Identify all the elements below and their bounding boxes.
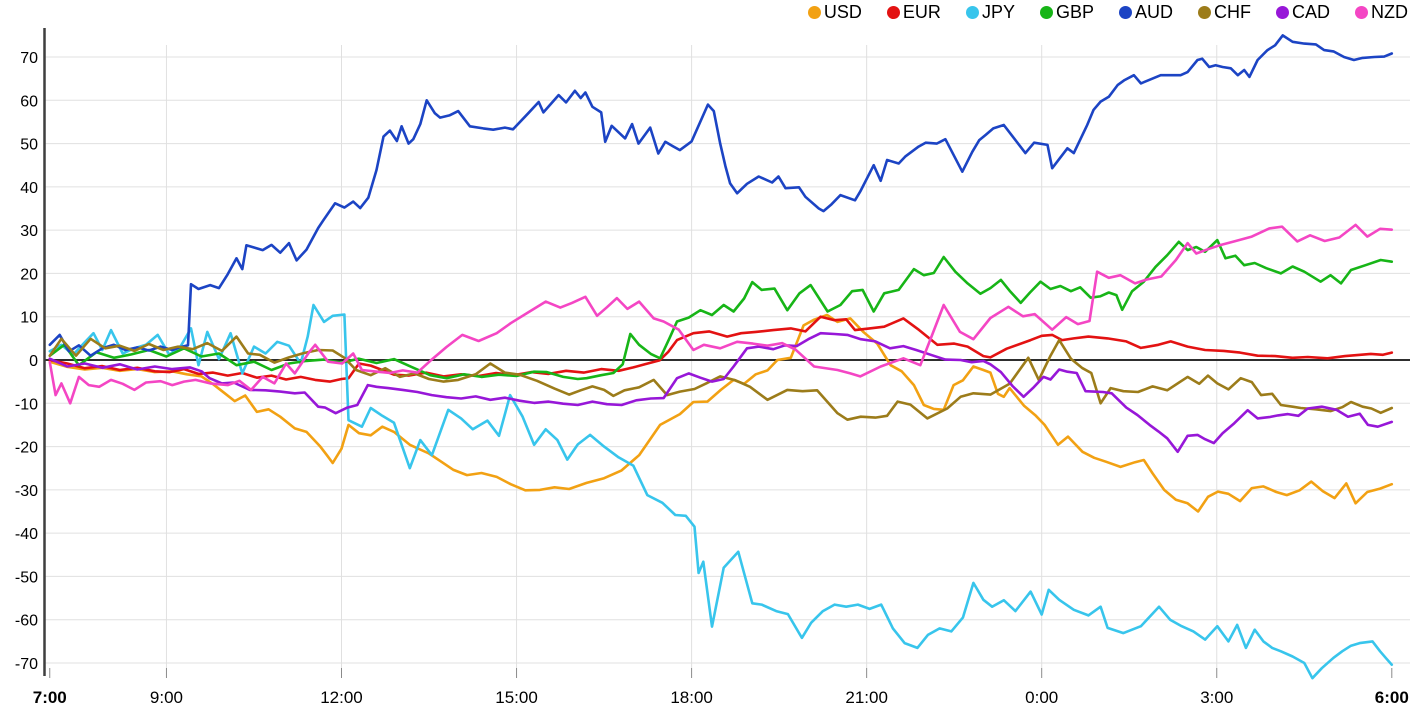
y-tick-label: 30 — [20, 223, 38, 240]
x-tick-label: 9:00 — [150, 688, 183, 707]
y-tick-label: 10 — [20, 310, 38, 327]
legend-label: AUD — [1134, 2, 1173, 22]
legend-label: JPY — [981, 2, 1015, 22]
legend-label: CAD — [1291, 2, 1330, 22]
legend-label: CHF — [1213, 2, 1251, 22]
legend-item-CAD[interactable]: CAD — [1275, 2, 1330, 22]
series-line-CAD — [48, 331, 1394, 454]
y-tick-label: 60 — [20, 93, 38, 110]
y-tick-label: -10 — [15, 396, 38, 413]
legend-item-GBP[interactable]: GBP — [1039, 2, 1094, 22]
legend-label: EUR — [902, 2, 941, 22]
legend-color-dot-icon — [807, 5, 821, 19]
series-layer — [48, 34, 1394, 680]
legend-item-NZD[interactable]: NZD — [1355, 3, 1408, 21]
y-tick-label: 0 — [29, 353, 38, 370]
legend-color-dot-icon — [1355, 5, 1368, 19]
legend-color-dot-icon — [1197, 5, 1211, 19]
y-tick-label: 70 — [20, 50, 38, 67]
y-tick-label: -40 — [15, 526, 38, 543]
legend-label: USD — [823, 2, 862, 22]
y-tick-label: -50 — [15, 569, 38, 586]
series-line-JPY — [48, 303, 1394, 680]
legend-color-dot-icon — [965, 5, 979, 19]
axis-labels: 70 60 50 40 30 20 10 0 -10 -20 -30 -40 -50 -60 -70 7:00… — [15, 50, 1409, 707]
y-tick-label: -60 — [15, 613, 38, 630]
series-line-EUR — [48, 315, 1394, 383]
legend-item-JPY[interactable]: JPY — [965, 2, 1015, 22]
x-tick-label: 18:00 — [670, 688, 713, 707]
legend-item-USD[interactable]: USD — [807, 2, 862, 22]
y-tick-label: -30 — [15, 483, 38, 500]
chart-legend: USD EUR JPY GBP AUD CHF CAD NZD — [807, 2, 1408, 22]
legend-label: NZD — [1371, 2, 1408, 22]
series-line-GBP — [48, 238, 1394, 381]
series-line-USD — [48, 313, 1394, 513]
legend-color-dot-icon — [1118, 5, 1132, 19]
legend-item-CHF[interactable]: CHF — [1197, 2, 1251, 22]
y-tick-label: 50 — [20, 137, 38, 154]
legend-color-dot-icon — [886, 5, 900, 19]
y-tick-label: 20 — [20, 266, 38, 283]
legend-color-dot-icon — [1275, 5, 1289, 19]
grid-layer — [44, 45, 1410, 668]
y-tick-label: -20 — [15, 440, 38, 457]
series-line-CHF — [48, 335, 1394, 422]
x-tick-label: 6:00 — [1375, 688, 1409, 707]
legend-label: GBP — [1055, 2, 1094, 22]
legend-color-dot-icon — [1039, 5, 1053, 19]
y-tick-label: -70 — [15, 656, 38, 673]
legend-item-EUR[interactable]: EUR — [886, 2, 941, 22]
x-tick-label: 21:00 — [845, 688, 888, 707]
x-tick-label: 12:00 — [320, 688, 363, 707]
x-tick-label: 0:00 — [1025, 688, 1058, 707]
x-tick-label: 3:00 — [1200, 688, 1233, 707]
series-line-AUD — [48, 34, 1394, 358]
legend-item-AUD[interactable]: AUD — [1118, 2, 1173, 22]
x-tick-label: 15:00 — [495, 688, 538, 707]
series-line-NZD — [48, 223, 1394, 405]
x-tick-label: 7:00 — [33, 688, 67, 707]
y-tick-label: 40 — [20, 180, 38, 197]
